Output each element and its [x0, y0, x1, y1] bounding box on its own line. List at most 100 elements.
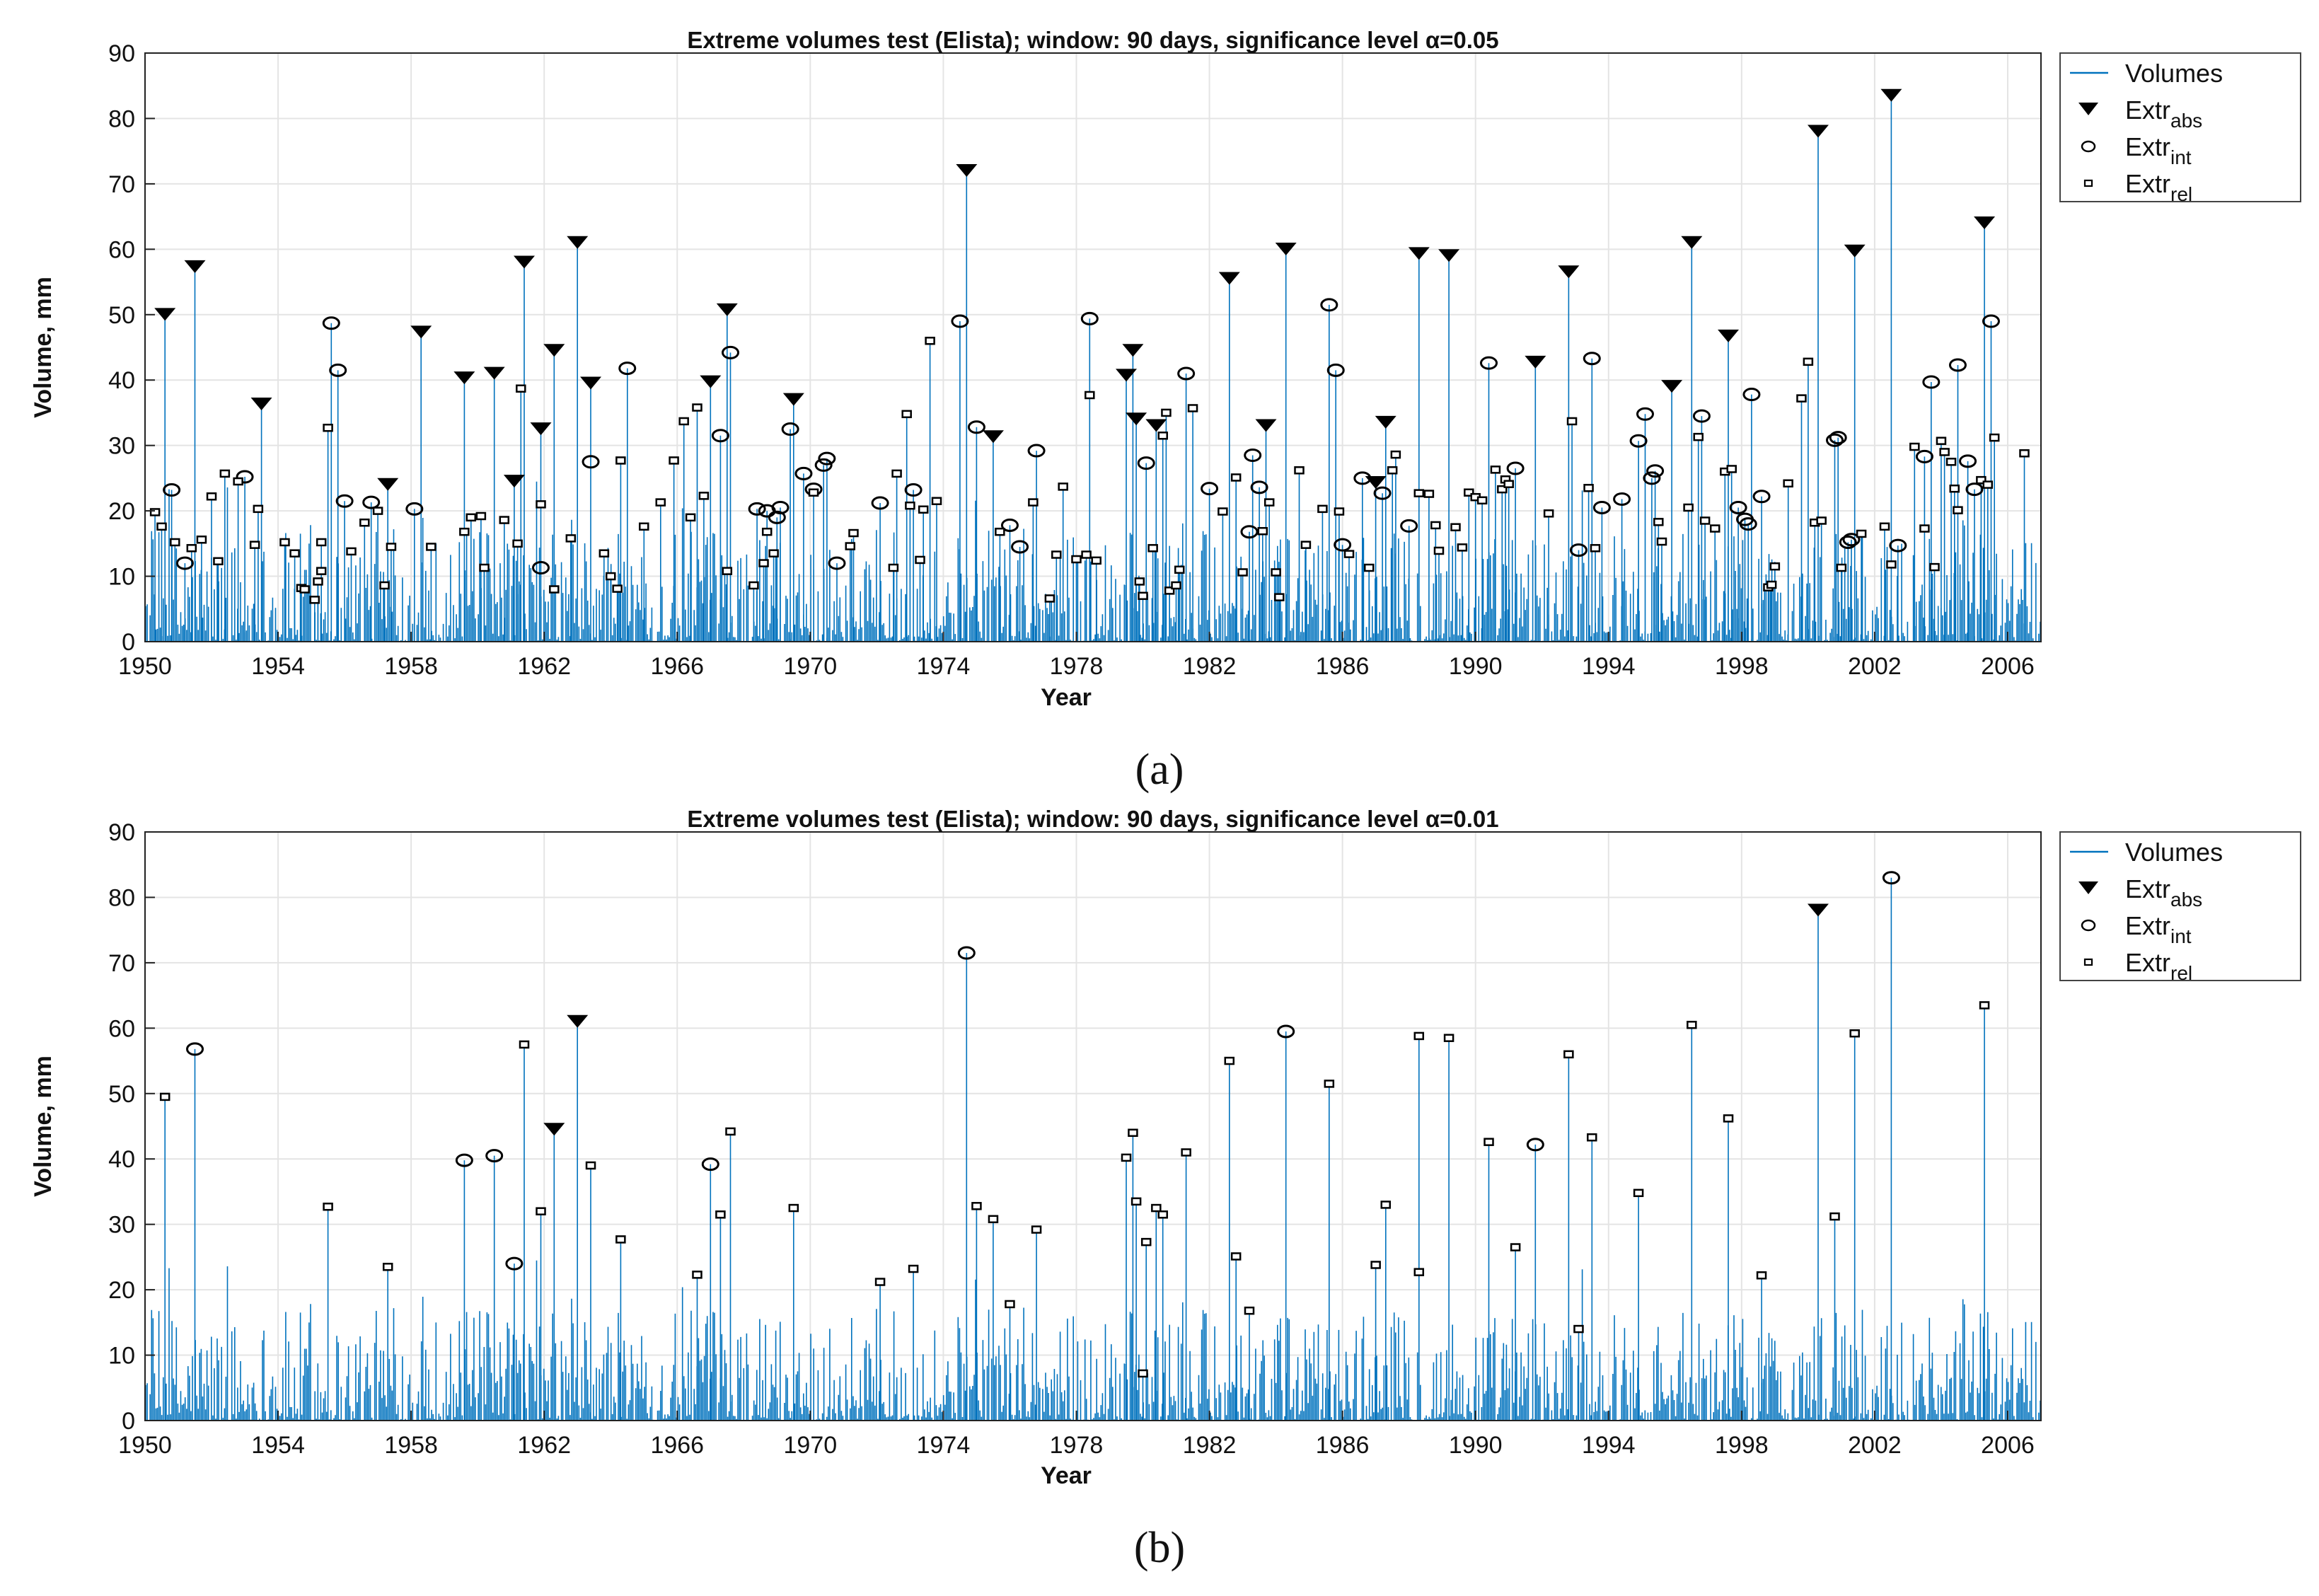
extr-int-marker	[1583, 352, 1601, 366]
y-tick-label: 60	[108, 1015, 135, 1042]
extr-rel-marker	[1413, 489, 1425, 497]
extr-abs-marker	[530, 422, 552, 436]
extr-rel-marker	[1433, 546, 1445, 555]
extr-rel-marker	[519, 1040, 530, 1049]
extr-rel-marker	[1387, 466, 1398, 475]
extr-rel-marker	[915, 555, 925, 565]
extr-rel-marker	[918, 505, 929, 514]
legend-sub-rel: rel	[2170, 962, 2192, 984]
extreme-markers-a	[149, 88, 2030, 604]
extr-rel-marker	[1503, 480, 1514, 488]
extr-rel-marker	[170, 538, 180, 547]
extr-rel-marker	[1147, 544, 1158, 553]
extr-rel-marker	[1164, 586, 1175, 595]
extr-abs-marker	[1558, 265, 1580, 279]
y-tick-label: 40	[108, 1146, 135, 1173]
panel-label-a: (a)	[1135, 746, 1184, 794]
extr-rel-marker	[149, 508, 161, 516]
extr-rel-marker	[1683, 503, 1694, 512]
extr-int-marker	[818, 451, 836, 466]
plot-area-b	[145, 832, 2041, 1421]
extr-int-marker	[1373, 486, 1392, 500]
extr-int-marker	[1842, 533, 1861, 547]
extr-rel-marker	[253, 504, 264, 514]
x-tick-label: 1974	[917, 653, 971, 680]
extr-rel-marker	[1044, 594, 1056, 603]
extr-rel-marker	[1334, 507, 1345, 516]
extr-int-marker	[1729, 500, 1747, 514]
extr-int-marker	[781, 422, 799, 436]
legend-sub-abs: abs	[2170, 110, 2202, 132]
extr-rel-marker	[1413, 1268, 1425, 1276]
y-tick-label: 90	[108, 40, 135, 67]
extr-rel-marker	[233, 477, 243, 486]
extr-rel-marker	[1317, 504, 1328, 514]
extr-rel-marker	[1979, 1001, 1990, 1010]
extr-abs-marker	[782, 393, 804, 406]
y-tick-label: 80	[108, 105, 135, 132]
extr-rel-marker	[1423, 490, 1435, 498]
extr-rel-marker	[995, 527, 1005, 536]
x-tick-label: 1982	[1183, 1432, 1237, 1459]
extr-abs-marker	[1375, 415, 1396, 429]
legend-abs-swatch	[2078, 103, 2098, 115]
legend-box	[2059, 831, 2301, 981]
extr-abs-marker	[1844, 244, 1866, 258]
extr-rel-marker	[1476, 496, 1488, 505]
extr-abs-marker	[1525, 355, 1546, 369]
extr-rel-marker	[316, 538, 327, 547]
extr-abs-marker	[410, 325, 432, 339]
extr-rel-marker	[1081, 550, 1092, 559]
extr-rel-marker	[1656, 537, 1667, 546]
x-tick-label: 1998	[1715, 1432, 1769, 1459]
extr-int-marker	[828, 556, 846, 570]
extr-abs-marker	[1126, 412, 1147, 426]
extr-rel-marker	[1909, 442, 1920, 451]
extr-int-marker	[1889, 538, 1907, 553]
extr-abs-marker	[1661, 380, 1683, 393]
extr-int-marker	[1948, 358, 1967, 372]
extr-rel-marker	[1343, 550, 1355, 558]
x-tick-label: 1954	[251, 1432, 305, 1459]
x-tick-label: 1990	[1449, 1432, 1503, 1459]
extr-rel-marker	[1766, 580, 1777, 589]
extr-int-marker	[1739, 517, 1757, 531]
extr-int-marker	[951, 314, 969, 328]
extr-rel-marker	[196, 536, 207, 544]
extr-abs-marker	[1807, 903, 1829, 917]
extr-int-marker	[1839, 535, 1857, 549]
extr-int-marker	[814, 458, 833, 472]
y-axis-label-b: Volume, mm	[30, 1056, 57, 1197]
extr-int-marker	[1137, 456, 1155, 470]
extr-rel-marker	[309, 596, 320, 604]
extr-rel-marker	[1380, 1201, 1392, 1209]
extr-int-marker	[1240, 525, 1259, 539]
y-tick-label: 30	[108, 433, 135, 460]
extr-rel-marker	[715, 1210, 726, 1219]
extr-rel-marker	[615, 456, 626, 465]
extr-int-marker	[1011, 540, 1029, 554]
x-tick-label: 1966	[650, 1432, 704, 1459]
extr-int-marker	[957, 946, 976, 960]
x-ticks-b: 1950 1954 1958 1962 1966 1970 1974 1978 1982 1986…	[118, 1411, 2035, 1459]
extr-rel-marker	[1726, 465, 1737, 473]
extr-abs-marker	[1681, 236, 1703, 249]
extr-rel-marker	[316, 567, 327, 575]
extr-rel-marker	[289, 549, 300, 557]
extr-abs-marker	[982, 430, 1004, 444]
legend-label-volumes: Volumes	[2125, 59, 2223, 88]
extr-int-marker	[362, 495, 381, 509]
panel-a-chart: 0 10 20 30 40 50 60 70 80 90 1950 1954 1958 1962 1966…	[30, 27, 2301, 794]
extr-rel-marker	[748, 581, 759, 590]
extr-rel-marker	[1274, 593, 1285, 601]
extr-rel-marker	[549, 585, 560, 594]
extr-abs-marker	[956, 164, 978, 178]
y-tick-label: 90	[108, 819, 135, 846]
extr-int-marker	[532, 561, 550, 575]
extr-rel-marker	[1573, 1324, 1584, 1334]
extr-rel-marker	[479, 563, 490, 572]
extr-rel-marker	[1457, 543, 1468, 552]
extr-rel-marker	[1171, 581, 1181, 590]
extr-rel-marker	[1653, 518, 1664, 526]
x-tick-label: 1978	[1050, 1432, 1104, 1459]
